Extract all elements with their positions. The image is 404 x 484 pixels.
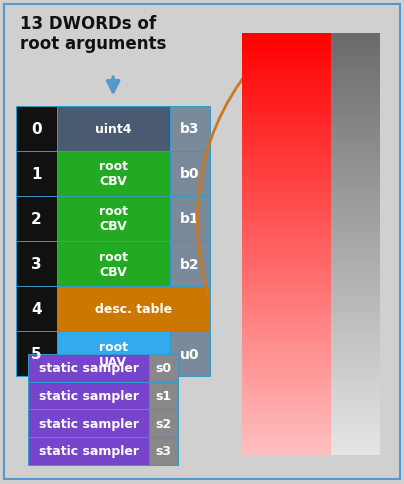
Text: 0: 0 (31, 121, 42, 136)
Text: root
UAV: root UAV (99, 340, 128, 368)
Text: s0: s0 (156, 362, 172, 375)
Text: s2: s2 (156, 417, 172, 430)
Text: desc. table: desc. table (95, 302, 172, 316)
FancyBboxPatch shape (57, 242, 170, 287)
FancyBboxPatch shape (57, 332, 170, 377)
FancyBboxPatch shape (149, 382, 178, 409)
Text: s1: s1 (156, 389, 172, 402)
FancyBboxPatch shape (170, 151, 210, 197)
FancyBboxPatch shape (28, 382, 149, 409)
Text: 4: 4 (31, 302, 42, 317)
FancyBboxPatch shape (16, 242, 57, 287)
Text: b3: b3 (180, 122, 200, 136)
Text: u0: u0 (180, 347, 200, 361)
Text: SRVs,
unknown
or large
array size: SRVs, unknown or large array size (245, 211, 329, 278)
FancyBboxPatch shape (16, 197, 57, 242)
Text: uint4: uint4 (95, 122, 131, 136)
FancyBboxPatch shape (28, 409, 149, 437)
Text: 2: 2 (31, 212, 42, 227)
FancyBboxPatch shape (16, 106, 57, 151)
Text: root
CBV: root CBV (99, 205, 128, 233)
Text: root
CBV: root CBV (99, 160, 128, 188)
FancyBboxPatch shape (16, 332, 57, 377)
Text: root
CBV: root CBV (99, 250, 128, 278)
FancyBboxPatch shape (170, 197, 210, 242)
FancyBboxPatch shape (149, 409, 178, 437)
FancyBboxPatch shape (16, 151, 57, 197)
FancyBboxPatch shape (149, 437, 178, 465)
FancyBboxPatch shape (57, 106, 170, 151)
Text: 13 DWORDs of
root arguments: 13 DWORDs of root arguments (20, 15, 166, 53)
Text: 5: 5 (31, 347, 42, 362)
FancyBboxPatch shape (28, 354, 149, 382)
FancyBboxPatch shape (28, 437, 149, 465)
Text: t0+: t0+ (342, 42, 369, 55)
Text: static sampler: static sampler (39, 417, 139, 430)
Text: static sampler: static sampler (39, 444, 139, 457)
FancyBboxPatch shape (170, 106, 210, 151)
Text: 1: 1 (31, 166, 42, 182)
Text: static sampler: static sampler (39, 362, 139, 375)
Text: 3: 3 (31, 257, 42, 272)
FancyBboxPatch shape (149, 354, 178, 382)
FancyBboxPatch shape (57, 287, 210, 332)
Text: b0: b0 (180, 167, 200, 181)
FancyBboxPatch shape (57, 151, 170, 197)
Text: b2: b2 (180, 257, 200, 271)
FancyBboxPatch shape (16, 287, 57, 332)
FancyBboxPatch shape (170, 242, 210, 287)
Text: b1: b1 (180, 212, 200, 226)
Text: static sampler: static sampler (39, 389, 139, 402)
Text: s3: s3 (156, 444, 172, 457)
FancyBboxPatch shape (57, 197, 170, 242)
FancyBboxPatch shape (170, 332, 210, 377)
